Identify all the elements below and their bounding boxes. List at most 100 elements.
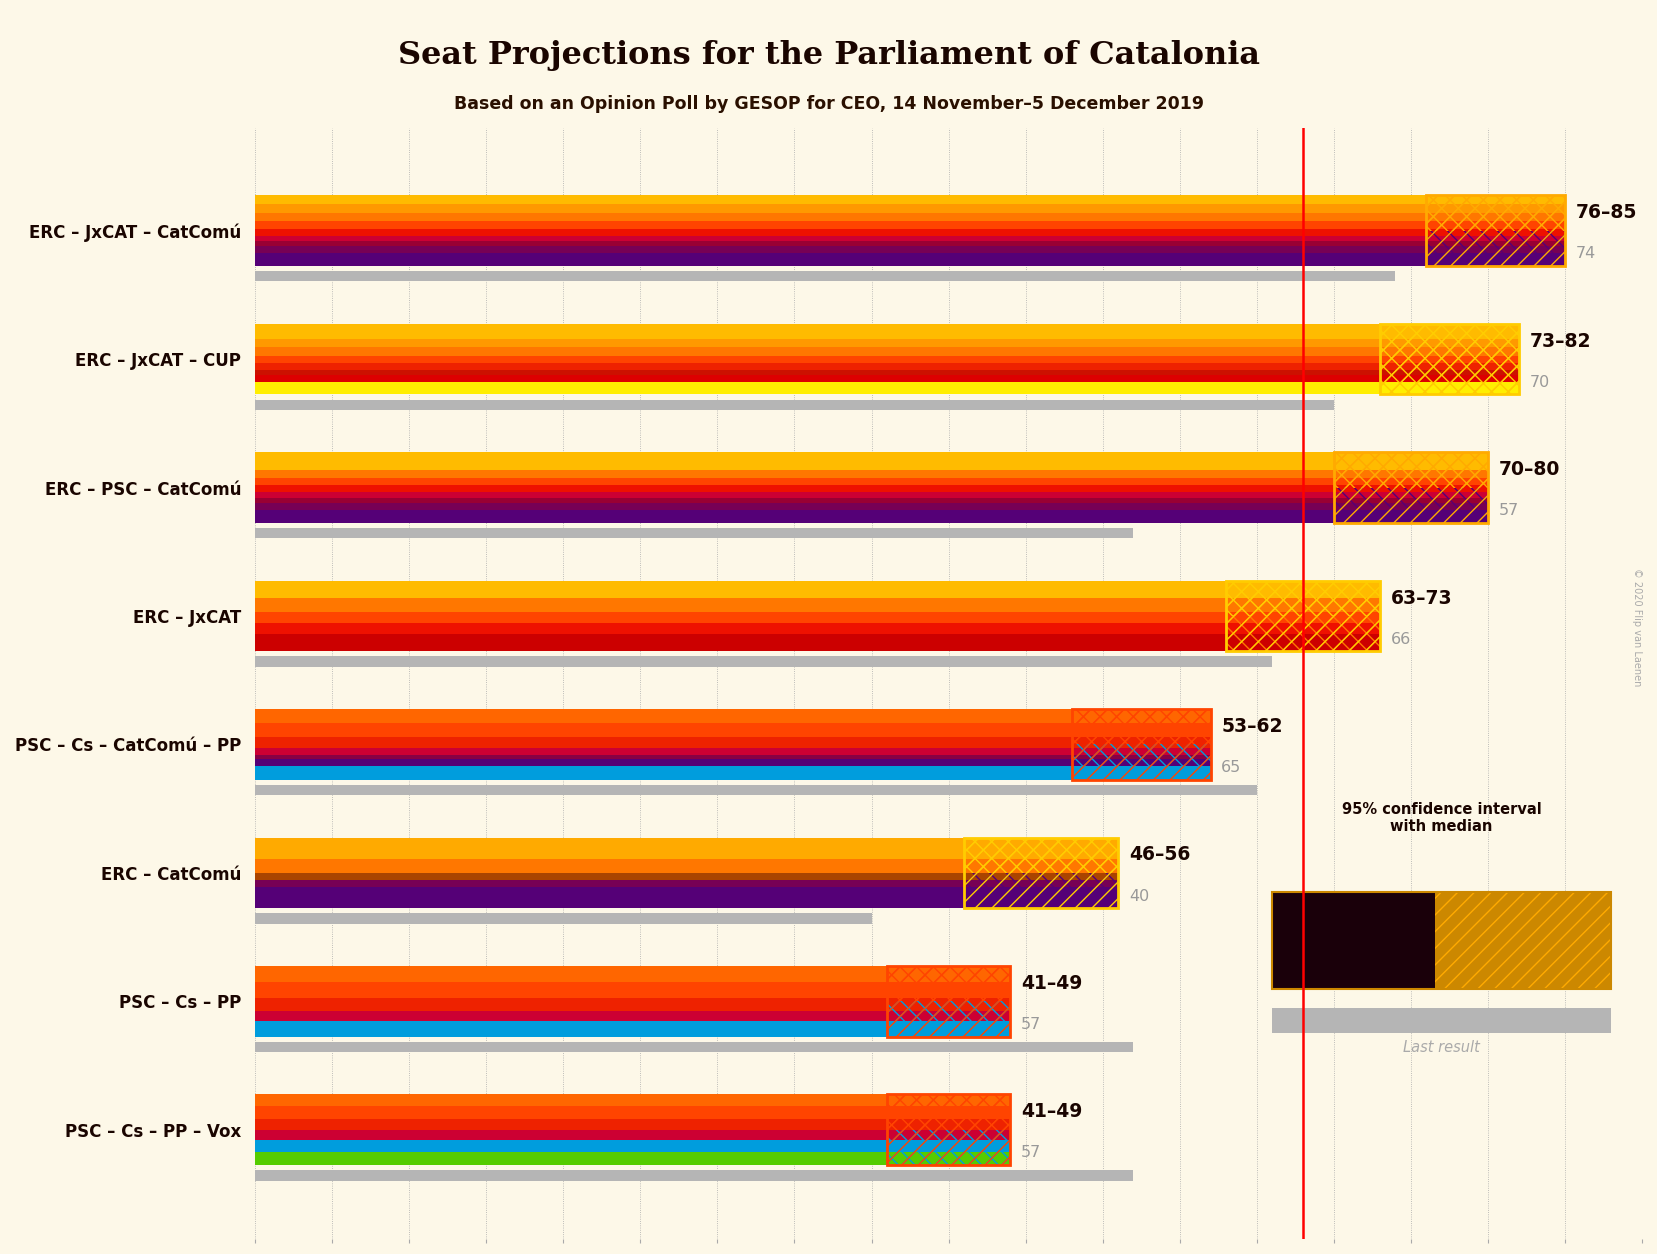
Bar (255, 528, 1133, 538)
Bar (255, 998, 886, 1011)
Text: 53–62: 53–62 (1221, 717, 1283, 736)
Bar (255, 633, 1226, 651)
Bar (255, 470, 1334, 478)
Bar (1334, 453, 1488, 488)
Bar (1334, 453, 1488, 523)
Bar (1380, 324, 1519, 395)
Bar (886, 1095, 1011, 1106)
Bar (1273, 892, 1611, 988)
Bar (1334, 453, 1488, 470)
Bar (964, 873, 1118, 880)
Bar (255, 598, 1226, 612)
Text: 41–49: 41–49 (1021, 1102, 1082, 1121)
Bar (255, 510, 1334, 523)
Bar (964, 873, 1118, 908)
Bar (255, 838, 964, 859)
Bar (1380, 375, 1519, 381)
Bar (1334, 498, 1488, 503)
Bar (255, 913, 872, 924)
Text: 74: 74 (1576, 246, 1596, 261)
Bar (886, 1021, 1011, 1037)
Text: Based on an Opinion Poll by GESOP for CEO, 14 November–5 December 2019: Based on an Opinion Poll by GESOP for CE… (454, 95, 1203, 113)
Text: 57: 57 (1021, 1017, 1041, 1032)
Bar (1072, 745, 1211, 780)
Bar (1334, 510, 1488, 523)
Bar (1427, 231, 1564, 266)
Text: 57: 57 (1021, 1145, 1041, 1160)
Bar (255, 966, 886, 982)
Bar (255, 493, 1334, 498)
Bar (1380, 339, 1519, 347)
Bar (255, 222, 1427, 228)
Bar (255, 196, 1427, 204)
Bar (255, 982, 886, 998)
Bar (255, 370, 1380, 375)
Text: 73–82: 73–82 (1529, 331, 1591, 351)
Bar (1072, 709, 1211, 745)
Bar (255, 324, 1380, 339)
Text: 65: 65 (1221, 760, 1241, 775)
Bar (1380, 362, 1519, 370)
Text: Last result: Last result (1403, 1040, 1480, 1055)
Bar (1427, 213, 1564, 222)
Bar (1427, 196, 1564, 266)
Bar (886, 998, 1011, 1011)
Bar (255, 347, 1380, 356)
Bar (964, 838, 1118, 873)
Bar (1427, 241, 1564, 246)
Bar (886, 1011, 1011, 1021)
Bar (1427, 196, 1564, 266)
Bar (964, 859, 1118, 873)
Bar (255, 478, 1334, 485)
Bar (255, 737, 1072, 747)
Bar (1226, 616, 1380, 651)
Bar (1334, 470, 1488, 478)
Bar (1072, 709, 1211, 780)
Text: 40: 40 (1128, 889, 1148, 904)
Bar (255, 204, 1427, 213)
Bar (1380, 347, 1519, 356)
Bar (1226, 581, 1380, 598)
Bar (255, 498, 1334, 503)
Bar (255, 1152, 886, 1165)
Bar (1427, 222, 1564, 228)
Bar (255, 785, 1256, 795)
Bar (1435, 892, 1611, 988)
Bar (255, 453, 1334, 470)
Bar (1226, 581, 1380, 651)
Bar (886, 966, 1011, 1037)
Bar (1226, 581, 1380, 616)
Text: 95% confidence interval
with median: 95% confidence interval with median (1342, 803, 1541, 834)
Bar (255, 1140, 886, 1152)
Bar (886, 1130, 1011, 1165)
Bar (1072, 724, 1211, 737)
Bar (255, 612, 1226, 623)
Bar (886, 1119, 1011, 1130)
Bar (1435, 892, 1611, 988)
Bar (255, 759, 1072, 766)
Bar (255, 1011, 886, 1021)
Bar (255, 362, 1380, 370)
Bar (1072, 747, 1211, 755)
Bar (1072, 759, 1211, 766)
Bar (255, 503, 1334, 510)
Bar (255, 400, 1334, 410)
Text: 41–49: 41–49 (1021, 974, 1082, 993)
Bar (255, 1095, 886, 1106)
Bar (1427, 204, 1564, 213)
Bar (255, 1130, 886, 1140)
Bar (886, 1095, 1011, 1165)
Text: 57: 57 (1498, 503, 1519, 518)
Bar (1380, 324, 1519, 359)
Bar (255, 581, 1226, 598)
Bar (1226, 633, 1380, 651)
Text: 70: 70 (1529, 375, 1549, 390)
Bar (1334, 485, 1488, 493)
Bar (964, 838, 1118, 908)
Text: Seat Projections for the Parliament of Catalonia: Seat Projections for the Parliament of C… (398, 40, 1259, 71)
Bar (964, 838, 1118, 859)
Bar (886, 1152, 1011, 1165)
Bar (964, 887, 1118, 908)
Bar (1380, 324, 1519, 339)
Bar (255, 1106, 886, 1119)
